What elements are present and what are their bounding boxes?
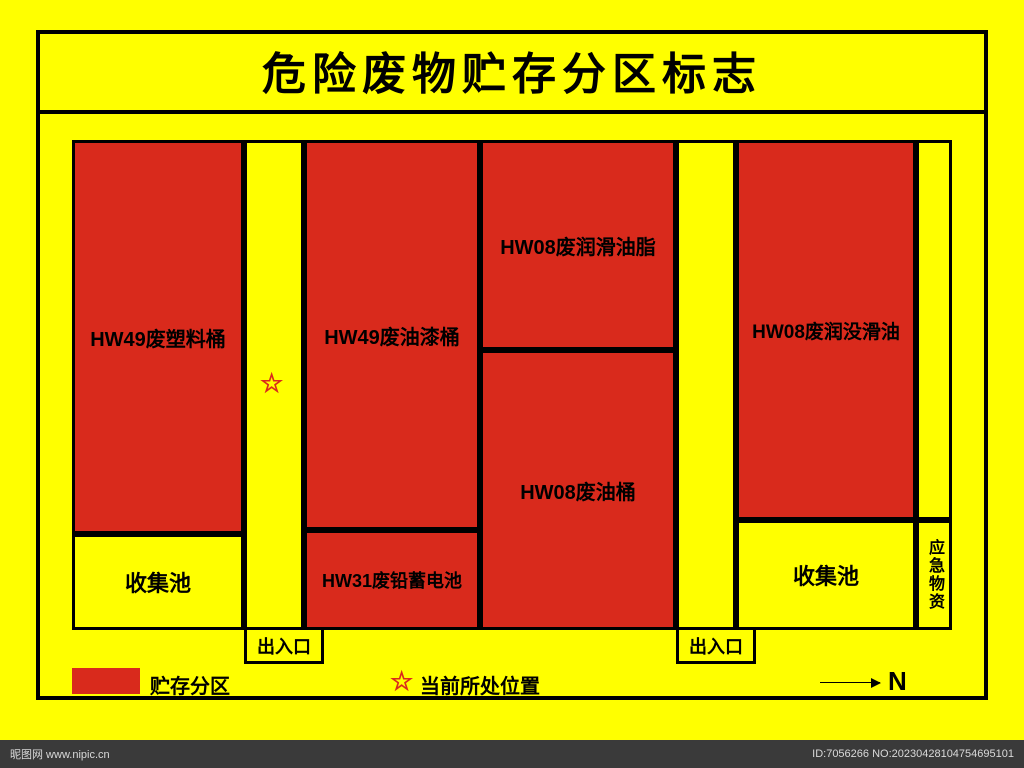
zone-emergency: 应急物资 xyxy=(916,520,952,630)
zone-upper-right-gap xyxy=(916,140,952,520)
legend-swatch xyxy=(72,668,140,694)
zone-collect-left: 收集池 xyxy=(72,534,244,630)
north-label: N xyxy=(888,666,907,697)
zone-hw31-battery: HW31废铅蓄电池 xyxy=(304,530,480,630)
legend-star-icon: ☆ xyxy=(390,668,413,694)
watermark-left: 昵图网 www.nipic.cn xyxy=(10,746,110,762)
title-rule xyxy=(36,110,988,114)
zone-hw08-barrel: HW08废油桶 xyxy=(480,350,676,630)
exit-left: 出入口 xyxy=(244,630,324,664)
north-arrow-icon xyxy=(820,682,880,683)
exit-right: 出入口 xyxy=(676,630,756,664)
watermark-bar: 昵图网 www.nipic.cn ID:7056266 NO:202304281… xyxy=(0,740,1024,768)
you-are-here-star-icon: ☆ xyxy=(260,370,283,396)
legend-zone-label: 贮存分区 xyxy=(150,670,230,699)
zone-collect-right: 收集池 xyxy=(736,520,916,630)
title: 危险废物贮存分区标志 xyxy=(36,30,988,110)
page-root: 危险废物贮存分区标志 HW49废塑料桶收集池HW49废油漆桶HW31废铅蓄电池H… xyxy=(0,0,1024,768)
zone-aisle-right xyxy=(676,140,736,630)
zone-hw49-paint: HW49废油漆桶 xyxy=(304,140,480,530)
zone-hw49-plastic: HW49废塑料桶 xyxy=(72,140,244,534)
watermark-right: ID:7056266 NO:20230428104754695101 xyxy=(812,748,1014,760)
zone-hw08-grease: HW08废润滑油脂 xyxy=(480,140,676,350)
legend-star-label: 当前所处位置 xyxy=(420,670,540,699)
zone-hw08-lube: HW08废润没滑油 xyxy=(736,140,916,520)
